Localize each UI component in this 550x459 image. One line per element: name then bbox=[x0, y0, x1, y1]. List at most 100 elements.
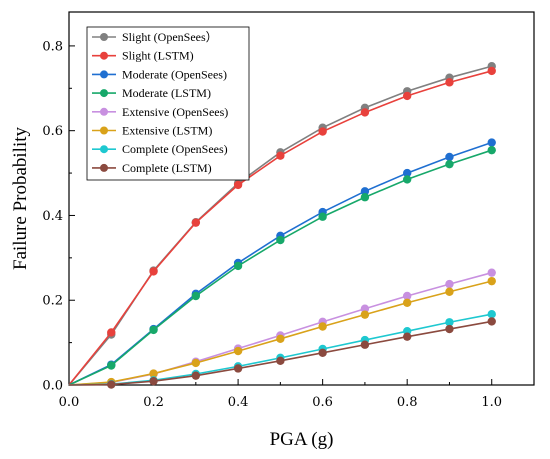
x-tick-label: 0.0 bbox=[59, 395, 80, 410]
legend-marker bbox=[100, 126, 108, 135]
legend-box bbox=[86, 26, 250, 181]
legend-item: Complete (OpenSees) bbox=[92, 142, 228, 156]
legend-item: Complete (LSTM) bbox=[92, 161, 212, 175]
data-point bbox=[149, 267, 158, 276]
legend-label: Extensive (OpenSees) bbox=[122, 105, 228, 119]
data-point bbox=[402, 298, 412, 307]
y-tick-label: 0.4 bbox=[42, 209, 63, 224]
data-point bbox=[360, 187, 370, 196]
legend-marker bbox=[100, 107, 108, 116]
data-point bbox=[107, 380, 116, 389]
data-point bbox=[191, 291, 201, 301]
legend-marker bbox=[100, 163, 108, 172]
series-line bbox=[68, 313, 492, 386]
data-point bbox=[233, 364, 243, 373]
y-axis: 0.0 0.2 0.4 0.6 0.8 bbox=[42, 39, 75, 394]
legend-label: Complete (OpenSees) bbox=[122, 142, 228, 156]
y-tick-label: 0.2 bbox=[42, 294, 63, 309]
legend-marker bbox=[100, 89, 108, 98]
legend: Slight (OpenSees） Slight (LSTM) Moderate (… bbox=[86, 26, 250, 181]
data-point bbox=[191, 218, 201, 227]
data-point bbox=[402, 175, 412, 184]
y-tick-label: 0.0 bbox=[42, 379, 63, 394]
data-point bbox=[318, 127, 327, 136]
data-point bbox=[276, 356, 285, 366]
data-point bbox=[487, 145, 496, 155]
data-point bbox=[487, 317, 496, 326]
x-tick-label: 0.6 bbox=[312, 395, 333, 410]
data-point bbox=[402, 332, 412, 341]
data-point bbox=[487, 268, 496, 277]
y-axis-title: Failure Probability bbox=[10, 126, 31, 270]
legend-label: Moderate (LSTM) bbox=[122, 86, 211, 100]
y-tick-label: 0.8 bbox=[42, 39, 63, 54]
data-point bbox=[487, 138, 496, 147]
series-line bbox=[68, 320, 492, 386]
data-point bbox=[318, 322, 327, 331]
series-1 bbox=[68, 66, 496, 386]
legend-item: Extensive (LSTM) bbox=[92, 124, 212, 138]
plot-frame bbox=[68, 11, 535, 386]
series-7 bbox=[68, 317, 496, 389]
legend-label: Moderate (OpenSees) bbox=[122, 67, 227, 81]
legend-marker bbox=[100, 51, 108, 60]
legend-item: Moderate (OpenSees) bbox=[92, 67, 227, 81]
data-point bbox=[233, 346, 243, 356]
data-point bbox=[445, 78, 454, 87]
data-point bbox=[233, 261, 243, 271]
data-point bbox=[402, 91, 412, 101]
data-point bbox=[107, 328, 116, 337]
data-point bbox=[360, 193, 370, 202]
data-point bbox=[276, 151, 285, 160]
data-point bbox=[360, 340, 370, 349]
legend-marker bbox=[100, 70, 108, 79]
legend-label: Slight (LSTM) bbox=[122, 49, 194, 63]
data-point bbox=[360, 304, 370, 313]
data-point bbox=[276, 334, 285, 343]
legend-item: Moderate (LSTM) bbox=[92, 86, 211, 100]
data-point bbox=[487, 276, 496, 286]
data-point bbox=[402, 168, 412, 178]
legend-marker bbox=[100, 33, 108, 41]
data-point bbox=[445, 159, 454, 169]
series-layer bbox=[68, 62, 496, 389]
legend-item: Slight (LSTM) bbox=[92, 49, 194, 63]
data-point bbox=[445, 318, 454, 327]
data-point bbox=[107, 361, 116, 370]
series-4 bbox=[68, 268, 496, 387]
x-tick-label: 0.4 bbox=[228, 395, 249, 410]
data-point bbox=[149, 325, 158, 335]
series-6 bbox=[68, 310, 496, 389]
data-point bbox=[191, 358, 201, 368]
legend-item: Extensive (OpenSees) bbox=[92, 105, 228, 119]
data-point bbox=[487, 66, 496, 76]
x-axis-title: PGA (g) bbox=[270, 429, 334, 450]
series-line bbox=[68, 149, 492, 386]
legend-label: Complete (LSTM) bbox=[122, 161, 212, 175]
data-point bbox=[360, 310, 370, 319]
series-3 bbox=[68, 145, 496, 386]
legend-marker bbox=[100, 145, 108, 154]
data-point bbox=[487, 310, 496, 319]
data-point bbox=[360, 108, 370, 117]
data-point bbox=[318, 212, 327, 221]
data-point bbox=[445, 152, 454, 162]
data-point bbox=[445, 324, 454, 334]
data-point bbox=[233, 180, 243, 190]
legend-label: Extensive (LSTM) bbox=[122, 124, 212, 138]
data-point bbox=[276, 235, 285, 245]
legend-item: Slight (OpenSees） bbox=[92, 30, 218, 44]
x-tick-label: 0.2 bbox=[143, 395, 164, 410]
x-axis: 0.0 0.2 0.4 0.6 0.8 1.0 bbox=[59, 379, 535, 410]
data-point bbox=[402, 291, 412, 301]
legend-label: Slight (OpenSees） bbox=[122, 30, 218, 44]
x-tick-label: 0.8 bbox=[397, 395, 418, 410]
data-point bbox=[318, 348, 327, 357]
data-point bbox=[445, 287, 454, 296]
data-point bbox=[191, 371, 201, 380]
data-point bbox=[149, 376, 158, 386]
data-point bbox=[445, 279, 454, 289]
data-point bbox=[149, 369, 158, 378]
x-tick-label: 1.0 bbox=[481, 395, 502, 410]
